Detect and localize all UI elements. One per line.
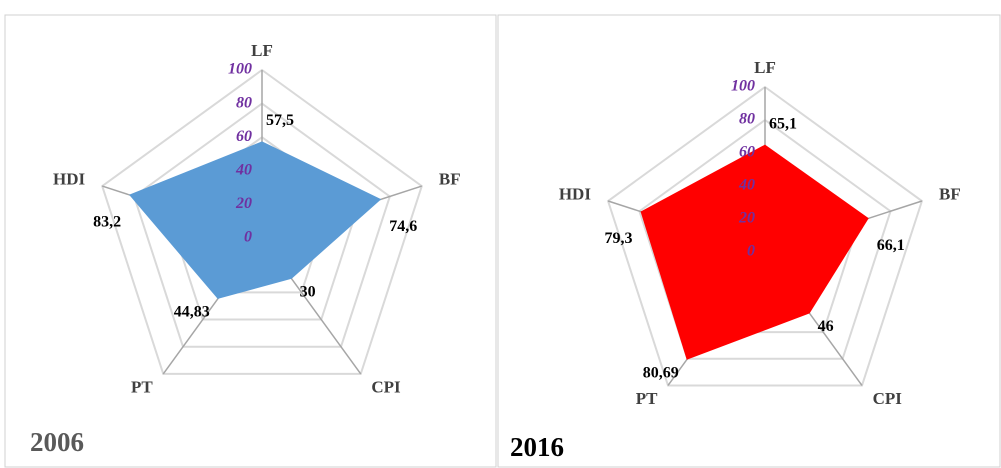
data-label: 57,5	[266, 112, 294, 129]
data-label: 46	[818, 318, 834, 335]
axis-label: HDI	[53, 169, 86, 188]
r-tick-label: 80	[739, 111, 755, 128]
data-label: 74,6	[389, 218, 417, 235]
data-label: 79,3	[605, 230, 633, 247]
axis-label: LF	[754, 58, 776, 77]
r-tick-label: 0	[747, 243, 755, 260]
data-label: 80,69	[643, 364, 679, 381]
data-label: 83,2	[93, 213, 121, 230]
axis-label: BF	[939, 184, 961, 203]
radar-area	[129, 141, 382, 299]
r-tick-label: 0	[244, 229, 252, 246]
radar-area	[640, 144, 869, 360]
r-tick-label: 40	[738, 177, 755, 194]
grid-ring	[638, 118, 892, 360]
chart-title: 2016	[510, 432, 564, 462]
axis-label: LF	[251, 41, 273, 60]
data-label: 66,1	[877, 237, 905, 254]
r-tick-label: 60	[739, 144, 755, 161]
data-label: 44,83	[174, 304, 210, 321]
axis-label: PT	[131, 377, 153, 396]
r-tick-label: 100	[731, 78, 755, 95]
chart-title: 2006	[30, 427, 84, 457]
data-label: 65,1	[769, 115, 797, 132]
axis-label: PT	[636, 389, 658, 408]
r-tick-label: 20	[738, 210, 755, 227]
grid-ring	[133, 102, 391, 348]
axis-label: BF	[439, 169, 461, 188]
axis-label: CPI	[371, 377, 401, 396]
r-tick-label: 60	[236, 128, 252, 145]
grid-ring	[606, 85, 924, 387]
r-tick-label: 80	[236, 94, 252, 111]
r-tick-label: 20	[235, 195, 252, 212]
axis-label: HDI	[559, 184, 592, 203]
r-tick-label: 40	[235, 161, 252, 178]
grid-ring	[101, 68, 423, 375]
axis-label: CPI	[873, 389, 903, 408]
data-label: 30	[300, 283, 316, 300]
r-tick-label: 100	[228, 61, 252, 78]
